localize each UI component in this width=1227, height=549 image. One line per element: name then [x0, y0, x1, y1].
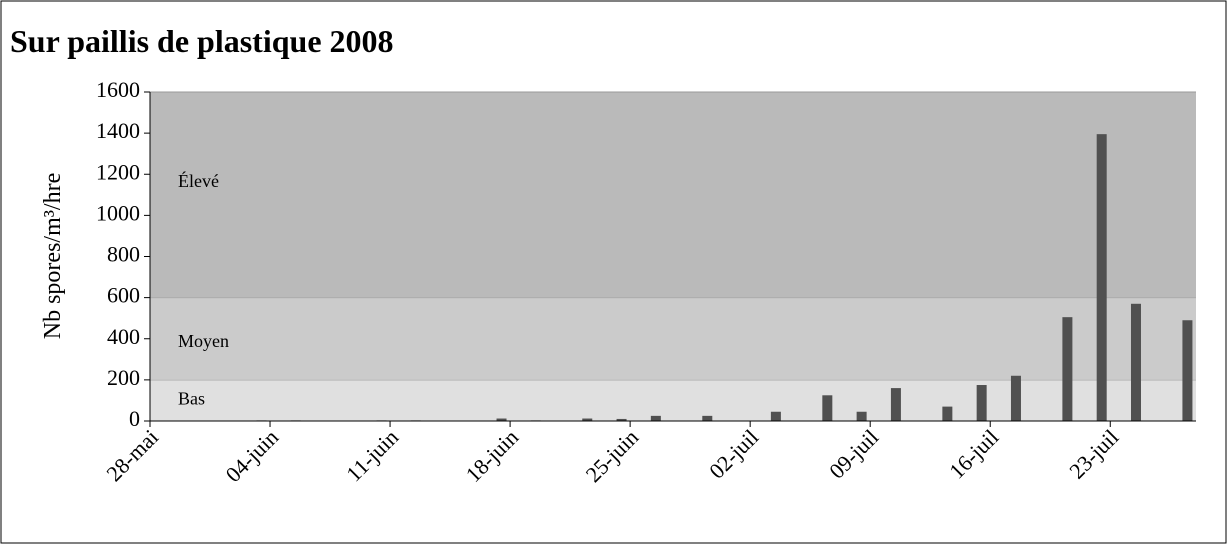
y-tick-label: 1000 — [96, 200, 140, 225]
bar — [1182, 320, 1193, 421]
y-tick-label: 0 — [129, 406, 140, 431]
zone-label: Moyen — [178, 331, 229, 351]
bar — [976, 385, 987, 421]
bar — [616, 418, 627, 421]
y-tick-label: 200 — [107, 365, 140, 390]
bar — [770, 411, 781, 421]
bar — [822, 395, 833, 421]
bar — [582, 418, 593, 421]
y-tick-label: 1400 — [96, 118, 140, 143]
y-tick-label: 800 — [107, 242, 140, 267]
zone — [150, 379, 1196, 421]
chart-title: Sur paillis de plastique 2008 — [10, 23, 394, 59]
zone-label: Élevé — [178, 170, 219, 191]
bar — [1062, 317, 1073, 421]
zone — [150, 92, 1196, 298]
bar — [496, 418, 507, 421]
y-tick-label: 400 — [107, 324, 140, 349]
bar — [1130, 303, 1141, 421]
bar — [702, 415, 713, 421]
y-tick-label: 1200 — [96, 159, 140, 184]
zone — [150, 297, 1196, 380]
bar — [650, 415, 661, 421]
zone-label: Bas — [178, 389, 205, 409]
bar — [942, 406, 953, 421]
bar — [1096, 134, 1107, 421]
y-tick-label: 1600 — [96, 77, 140, 102]
y-axis-label: Nb spores/m³/hre — [40, 173, 66, 340]
bar — [1010, 375, 1021, 421]
y-tick-label: 600 — [107, 283, 140, 308]
bar — [890, 388, 901, 421]
bar — [856, 411, 867, 421]
